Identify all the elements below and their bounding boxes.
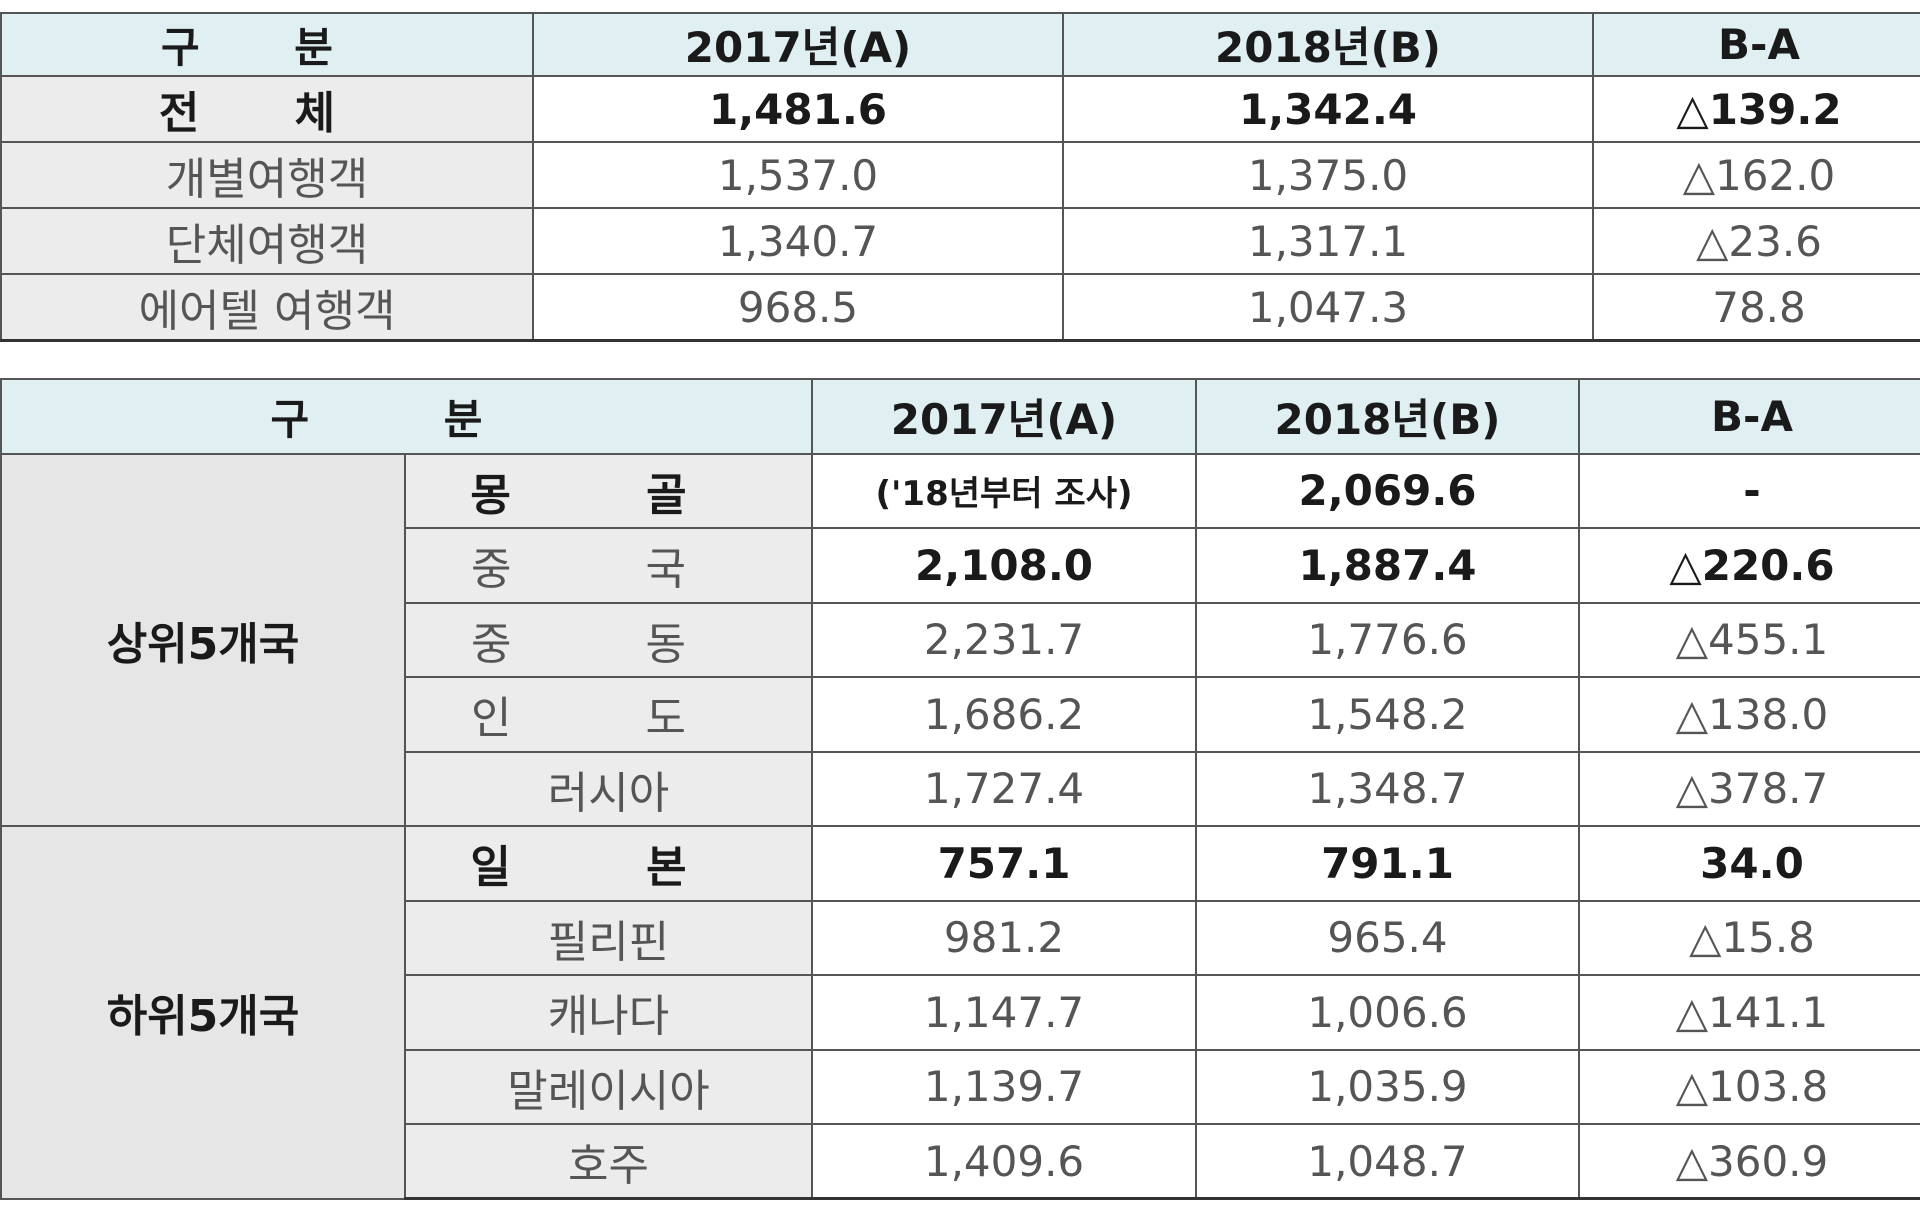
table-row: 상위5개국 몽 골 ('18년부터 조사) 2,069.6 -: [0, 452, 1920, 827]
travel-type-table: 구 분 2017년(A) 2018년(B) B-A 전 체 1,481.6 1,…: [0, 12, 1920, 342]
value-diff: △103.8: [1578, 1048, 1920, 1125]
table-row: 캐나다 1,147.7 1,006.6 △141.1: [1, 974, 1920, 1051]
header-diff: B-A: [1592, 12, 1920, 77]
group-label-top5: 상위5개국: [0, 452, 406, 827]
row-label: 개별여행객: [0, 141, 534, 209]
value-2017: 2,231.7: [811, 601, 1197, 678]
value-2017: 2,108.0: [811, 527, 1197, 604]
country-label: 중 동: [404, 601, 813, 678]
value-2017: 1,139.7: [811, 1048, 1197, 1125]
table-row: 중 국 2,108.0 1,887.4 △220.6: [1, 527, 1920, 604]
value-diff: △220.6: [1578, 527, 1920, 604]
header-2018: 2018년(B): [1062, 12, 1594, 77]
country-label: 필리핀: [404, 899, 813, 976]
value-2017: 1,727.4: [811, 750, 1197, 827]
header-2017: 2017년(A): [532, 12, 1064, 77]
table-row: 에어텔 여행객 968.5 1,047.3 78.8: [0, 273, 1920, 342]
value-2018: 1,548.2: [1195, 676, 1580, 753]
value-diff: △15.8: [1578, 899, 1920, 976]
header-category: 구 분: [0, 12, 534, 77]
header-diff: B-A: [1578, 378, 1920, 455]
value-2018: 1,348.7: [1195, 750, 1580, 827]
value-2018: 1,048.7: [1195, 1123, 1580, 1200]
country-label: 일 본: [404, 825, 813, 902]
country-label: 중 국: [404, 527, 813, 604]
table-row: 말레이시아 1,139.7 1,035.9 △103.8: [1, 1048, 1920, 1125]
value-diff: 78.8: [1592, 273, 1920, 342]
value-2018: 2,069.6: [1195, 452, 1580, 529]
table-row: 인 도 1,686.2 1,548.2 △138.0: [1, 676, 1920, 753]
country-label: 인 도: [404, 676, 813, 753]
row-label: 전 체: [0, 75, 534, 143]
value-diff: △23.6: [1592, 207, 1920, 275]
country-label: 말레이시아: [404, 1048, 813, 1125]
value-2018: 1,375.0: [1062, 141, 1594, 209]
table-row: 호주 1,409.6 1,048.7 △360.9: [1, 1123, 1920, 1200]
value-2018: 791.1: [1195, 825, 1580, 902]
value-2018: 1,006.6: [1195, 974, 1580, 1051]
country-label: 몽 골: [404, 452, 813, 529]
value-2017: 757.1: [811, 825, 1197, 902]
header-2018: 2018년(B): [1195, 378, 1580, 455]
value-2017: 1,147.7: [811, 974, 1197, 1051]
value-diff: △360.9: [1578, 1123, 1920, 1200]
value-2017: 1,409.6: [811, 1123, 1197, 1200]
value-2017: 1,686.2: [811, 676, 1197, 753]
header-category: 구 분: [0, 378, 813, 455]
row-label: 에어텔 여행객: [0, 273, 534, 342]
value-2018: 965.4: [1195, 899, 1580, 976]
value-2018: 1,342.4: [1062, 75, 1594, 143]
header-2017: 2017년(A): [811, 378, 1197, 455]
value-diff: △162.0: [1592, 141, 1920, 209]
value-2017: 1,481.6: [532, 75, 1064, 143]
country-label: 러시아: [404, 750, 813, 827]
table-row: 개별여행객 1,537.0 1,375.0 △162.0: [0, 141, 1920, 209]
value-diff: △141.1: [1578, 974, 1920, 1051]
table-row: 중 동 2,231.7 1,776.6 △455.1: [1, 601, 1920, 678]
table-row: 하위5개국 일 본 757.1 791.1 34.0: [0, 825, 1920, 1200]
value-2018: 1,047.3: [1062, 273, 1594, 342]
table-row: 필리핀 981.2 965.4 △15.8: [1, 899, 1920, 976]
value-2018: 1,776.6: [1195, 601, 1580, 678]
table-header-row: 구 분 2017년(A) 2018년(B) B-A: [0, 12, 1920, 77]
row-label: 단체여행객: [0, 207, 534, 275]
table-row: 전 체 1,481.6 1,342.4 △139.2: [0, 75, 1920, 143]
value-2017: ('18년부터 조사): [811, 452, 1197, 529]
country-table: 구 분 2017년(A) 2018년(B) B-A 상위5개국 몽 골 ('18…: [0, 378, 1920, 1200]
value-diff: -: [1578, 452, 1920, 529]
group-label-bottom5: 하위5개국: [0, 825, 406, 1200]
country-label: 캐나다: [404, 974, 813, 1051]
value-2017: 968.5: [532, 273, 1064, 342]
value-2017: 1,537.0: [532, 141, 1064, 209]
table-header-row: 구 분 2017년(A) 2018년(B) B-A: [0, 378, 1920, 455]
value-diff: 34.0: [1578, 825, 1920, 902]
table-row: 단체여행객 1,340.7 1,317.1 △23.6: [0, 207, 1920, 275]
table-row: 러시아 1,727.4 1,348.7 △378.7: [1, 750, 1920, 827]
country-label: 호주: [404, 1123, 813, 1200]
value-2018: 1,317.1: [1062, 207, 1594, 275]
value-2018: 1,035.9: [1195, 1048, 1580, 1125]
value-2017: 981.2: [811, 899, 1197, 976]
value-diff: △139.2: [1592, 75, 1920, 143]
value-diff: △138.0: [1578, 676, 1920, 753]
value-diff: △378.7: [1578, 750, 1920, 827]
value-2017: 1,340.7: [532, 207, 1064, 275]
value-diff: △455.1: [1578, 601, 1920, 678]
value-2018: 1,887.4: [1195, 527, 1580, 604]
